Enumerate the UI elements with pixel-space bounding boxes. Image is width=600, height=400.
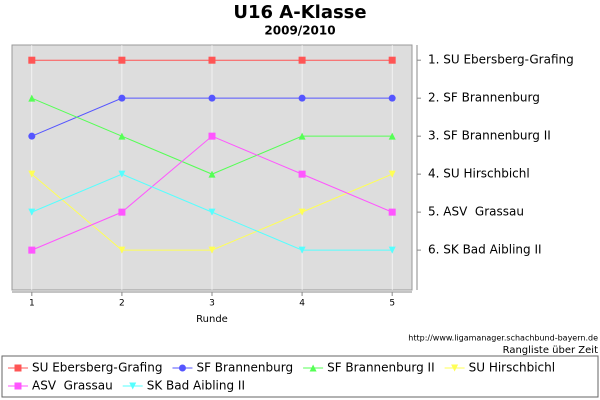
legend-label: SF Brannenburg (196, 361, 293, 375)
source: http://www.ligamanager.schachbund-bayern… (408, 334, 598, 343)
y-tick-label: 1. SU Ebersberg-Grafing (428, 53, 574, 67)
y-tick-label: 6. SK Bad Aibling II (428, 243, 542, 257)
y-tick-label: 5. ASV Grassau (428, 205, 524, 219)
legend-label: SU Hirschbichl (469, 361, 555, 375)
data-point (388, 132, 396, 140)
data-point (298, 170, 306, 178)
data-point (28, 56, 36, 64)
legend-label: ASV Grassau (32, 379, 113, 393)
data-point (208, 208, 216, 216)
data-point (298, 208, 306, 216)
x-tick-label: 3 (209, 299, 215, 309)
data-point (28, 208, 36, 216)
y-tick-label: 4. SU Hirschbichl (428, 167, 530, 181)
legend-marker (309, 364, 317, 372)
data-point (208, 56, 216, 64)
x-tick-label: 4 (299, 299, 305, 309)
legend-marker (14, 382, 22, 390)
data-point (298, 94, 306, 102)
x-tick-label: 1 (29, 299, 35, 309)
chart-subtitle: 2009/2010 (264, 24, 335, 38)
x-tick-label: 5 (389, 299, 395, 309)
caption: Rangliste über Zeit (503, 345, 598, 356)
data-point (388, 246, 396, 254)
data-point (298, 246, 306, 254)
data-point (118, 170, 126, 178)
data-point (388, 56, 396, 64)
x-tick-label: 2 (119, 299, 125, 309)
data-point (28, 170, 36, 178)
data-point (388, 94, 396, 102)
data-point (118, 56, 126, 64)
data-point (298, 132, 306, 140)
data-point (208, 246, 216, 254)
data-point (28, 132, 36, 140)
data-point (388, 208, 396, 216)
data-point (208, 132, 216, 140)
legend (1, 355, 599, 398)
data-point (208, 170, 216, 178)
legend-marker (129, 382, 137, 390)
data-point (118, 132, 126, 140)
data-point (298, 56, 306, 64)
legend-marker (178, 364, 186, 372)
x-axis-label: Runde (196, 314, 228, 325)
legend-marker (14, 364, 22, 372)
legend-marker (451, 364, 459, 372)
chart-title: U16 A-Klasse (233, 2, 366, 23)
data-point (118, 208, 126, 216)
data-point (118, 94, 126, 102)
y-tick-label: 3. SF Brannenburg II (428, 129, 551, 143)
data-point (28, 94, 36, 102)
data-point (388, 170, 396, 178)
y-tick-label: 2. SF Brannenburg (428, 91, 540, 105)
data-point (118, 246, 126, 254)
legend-label: SF Brannenburg II (327, 361, 435, 375)
legend-label: SK Bad Aibling II (147, 379, 245, 393)
data-point (28, 246, 36, 254)
data-point (208, 94, 216, 102)
legend-label: SU Ebersberg-Grafing (32, 361, 162, 375)
